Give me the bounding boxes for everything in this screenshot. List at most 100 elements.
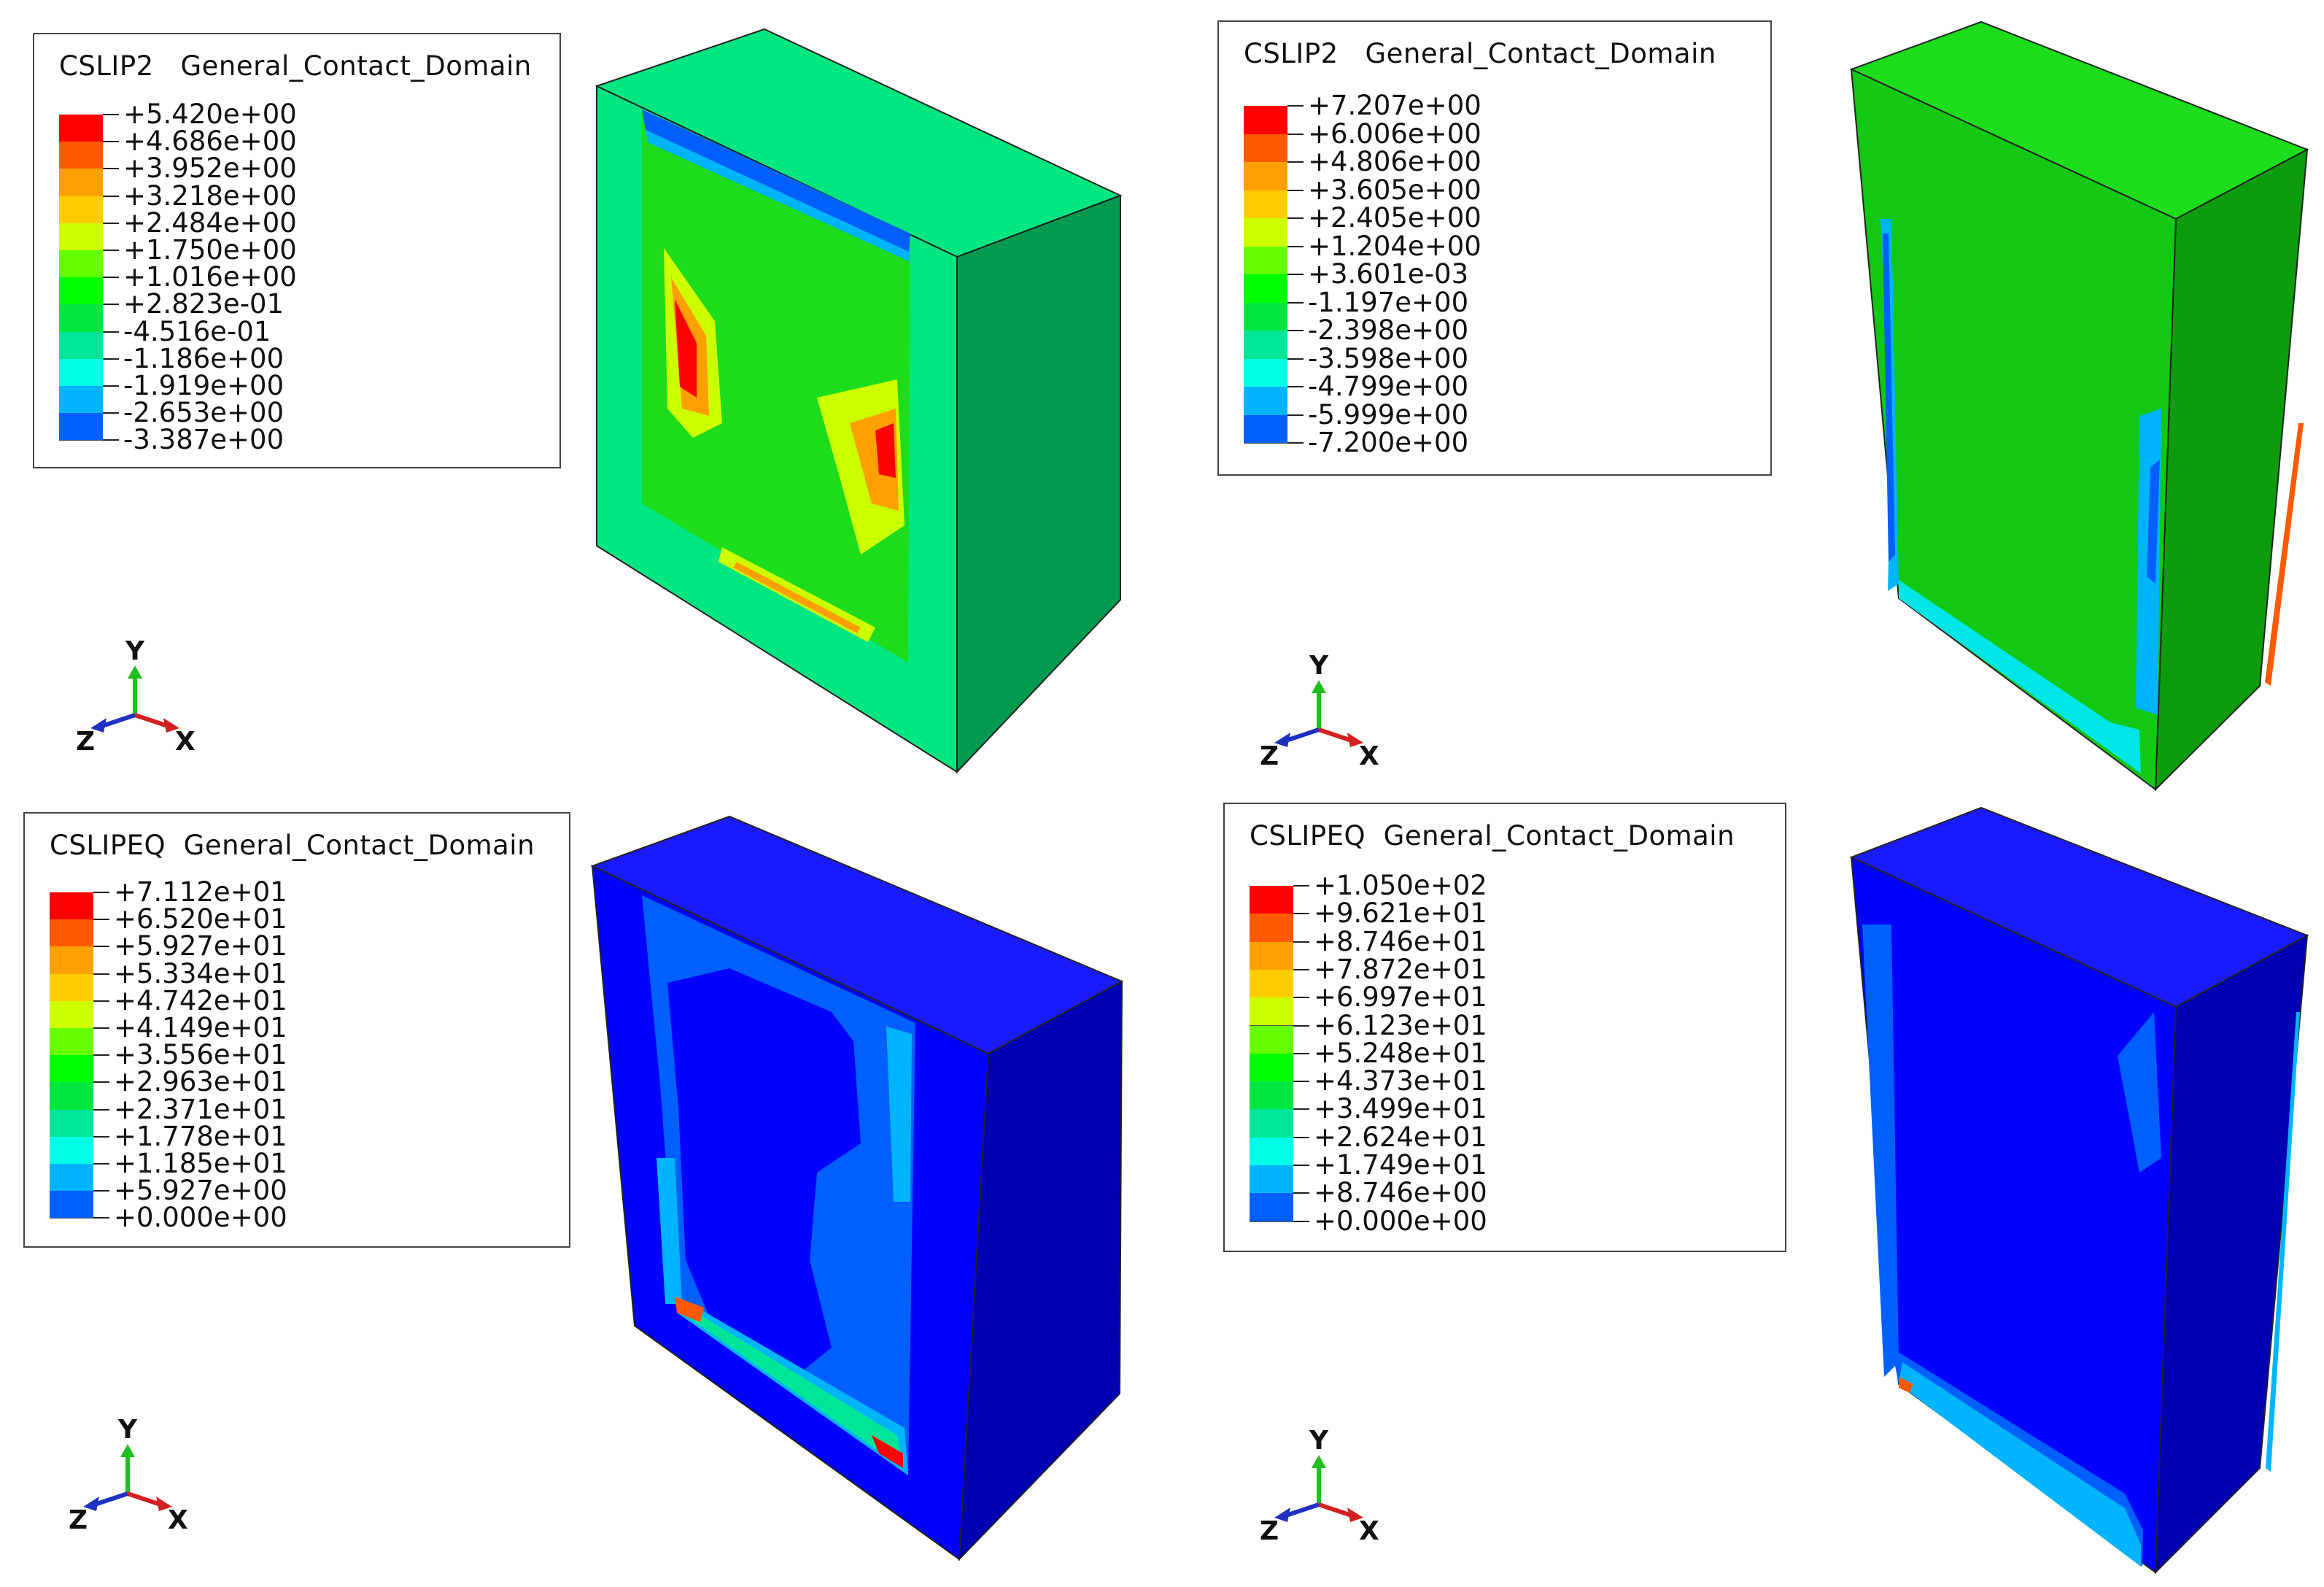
band-left-light xyxy=(656,1158,682,1304)
legend-value: +0.000e+00 xyxy=(114,1202,287,1234)
legend-value: +6.123e+01 xyxy=(1314,1009,1487,1041)
axis-label-z: Z xyxy=(76,727,95,757)
legend-tick xyxy=(1287,414,1304,416)
legend-swatch xyxy=(59,142,103,170)
legend-swatch xyxy=(1250,997,1293,1027)
legend-tick xyxy=(1287,330,1304,331)
legend-title: CSLIPEQ General_Contact_Domain xyxy=(50,830,535,861)
legend-value: -1.919e+00 xyxy=(123,370,284,401)
legend-value: +3.605e+00 xyxy=(1308,174,1481,206)
legend-tick xyxy=(93,1190,109,1192)
axis-label-x: X xyxy=(168,1505,188,1535)
slip-edge-bottom-hot xyxy=(1899,1377,1913,1393)
panel-cslip2-b: CSLIP2 General_Contact_Domain +7.207e+00… xyxy=(1162,0,2324,793)
legend-tick xyxy=(1287,358,1304,360)
legend-tick xyxy=(103,168,119,170)
axis-triad-cslipeq-a: Y Z X xyxy=(69,1415,188,1535)
legend-swatch xyxy=(50,1109,93,1138)
legend-tick xyxy=(103,439,119,441)
panel-cslipeq-a: CSLIPEQ General_Contact_Domain +7.112e+0… xyxy=(0,793,1162,1587)
axis-label-x: X xyxy=(1359,1516,1379,1546)
contact-zone-edge xyxy=(642,109,910,252)
legend-value: +5.927e+00 xyxy=(114,1175,287,1207)
legend-value: -5.999e+00 xyxy=(1308,398,1469,430)
legend-tick xyxy=(103,358,119,360)
axis-label-x: X xyxy=(175,727,195,757)
band-bottom-cyan xyxy=(682,1304,903,1468)
legend-tick xyxy=(1293,1108,1309,1111)
legend-tick xyxy=(1293,997,1309,999)
slip-band-bottom-core xyxy=(733,562,861,633)
legend-tick xyxy=(103,304,119,306)
legend-swatch xyxy=(1250,1221,1293,1222)
legend-tick xyxy=(93,1081,109,1084)
legend-value: +5.927e+01 xyxy=(114,930,287,962)
legend-cslip2-b: CSLIP2 General_Contact_Domain +7.207e+00… xyxy=(1217,20,1772,476)
legend-tick xyxy=(1293,968,1309,970)
legend-tick xyxy=(1287,386,1304,387)
legend-value: -2.653e+00 xyxy=(123,397,284,429)
legend-value: +0.000e+00 xyxy=(1314,1205,1487,1237)
legend-tick xyxy=(93,946,109,948)
axis-label-y: Y xyxy=(1309,651,1329,681)
legend-cslip2-a: CSLIP2 General_Contact_Domain +5.420e+00… xyxy=(33,33,561,468)
legend-swatch xyxy=(1250,1109,1293,1138)
legend-value: +7.207e+00 xyxy=(1308,90,1481,121)
legend-value: -1.186e+00 xyxy=(123,342,284,374)
legend-tick xyxy=(103,141,119,143)
legend-swatch xyxy=(1250,1193,1293,1222)
legend-swatch xyxy=(1250,1025,1293,1054)
legend-value: +5.334e+01 xyxy=(114,957,287,989)
legend-title: CSLIP2 General_Contact_Domain xyxy=(59,50,532,82)
legend-swatch xyxy=(1244,443,1287,444)
slip-edge-bottom xyxy=(1899,580,2141,773)
legend-tick xyxy=(1293,1081,1309,1083)
axis-label-z: Z xyxy=(1260,1516,1279,1546)
legend-value: +8.746e+00 xyxy=(1314,1177,1487,1209)
legend-swatch xyxy=(1250,914,1293,943)
legend-tick xyxy=(1293,1220,1309,1222)
contact-zone xyxy=(642,109,910,663)
legend-value: +4.742e+01 xyxy=(114,984,287,1016)
legend-value: +2.624e+01 xyxy=(1314,1121,1487,1153)
legend-swatch xyxy=(50,919,93,948)
legend-tick xyxy=(103,114,119,115)
legend-title: CSLIPEQ General_Contact_Domain xyxy=(1250,820,1735,852)
corner-hot-left xyxy=(675,1297,704,1322)
legend-value: +1.749e+01 xyxy=(1314,1149,1487,1181)
legend-tick xyxy=(93,1217,109,1219)
legend-value: +2.823e-01 xyxy=(123,288,284,320)
legend-tick xyxy=(93,1135,109,1138)
contact-zone-edge-lower xyxy=(646,130,909,261)
legend-value: +9.621e+01 xyxy=(1314,897,1487,930)
legend-value: +3.601e-03 xyxy=(1308,258,1469,290)
legend-value: +1.050e+02 xyxy=(1314,870,1487,901)
legend-swatch xyxy=(50,1136,93,1165)
legend-value: +6.997e+01 xyxy=(1314,981,1487,1013)
block-side-face xyxy=(2154,148,2309,792)
legend-value: -2.398e+00 xyxy=(1308,314,1469,346)
axis-triad-cslip2-b: Y Z X xyxy=(1260,651,1379,771)
legend-tick xyxy=(103,195,119,197)
panel-cslip2-a: CSLIP2 General_Contact_Domain +5.420e+00… xyxy=(0,0,1162,793)
legend-value: +1.185e+01 xyxy=(114,1148,287,1179)
legend-tick xyxy=(93,1027,109,1029)
legend-tick xyxy=(1293,885,1309,887)
axis-label-y: Y xyxy=(117,1415,138,1445)
legend-tick xyxy=(93,892,109,893)
legend-tick xyxy=(103,250,119,251)
block-side-face xyxy=(956,194,1121,774)
legend-swatch xyxy=(50,1055,93,1084)
legend-tick xyxy=(1293,1024,1309,1027)
legend-tick xyxy=(1293,1136,1309,1138)
legend-tick xyxy=(103,331,119,333)
slip-edge-left xyxy=(1880,219,1899,591)
legend-tick xyxy=(93,1108,109,1111)
legend-tick xyxy=(93,1163,109,1165)
axis-label-x: X xyxy=(1359,741,1379,771)
model-block-cslipeq-a xyxy=(590,815,1124,1561)
legend-value: +3.556e+01 xyxy=(114,1039,287,1071)
legend-swatch xyxy=(50,1218,93,1219)
legend-value: -3.387e+00 xyxy=(123,424,284,456)
legend-tick xyxy=(93,973,109,975)
